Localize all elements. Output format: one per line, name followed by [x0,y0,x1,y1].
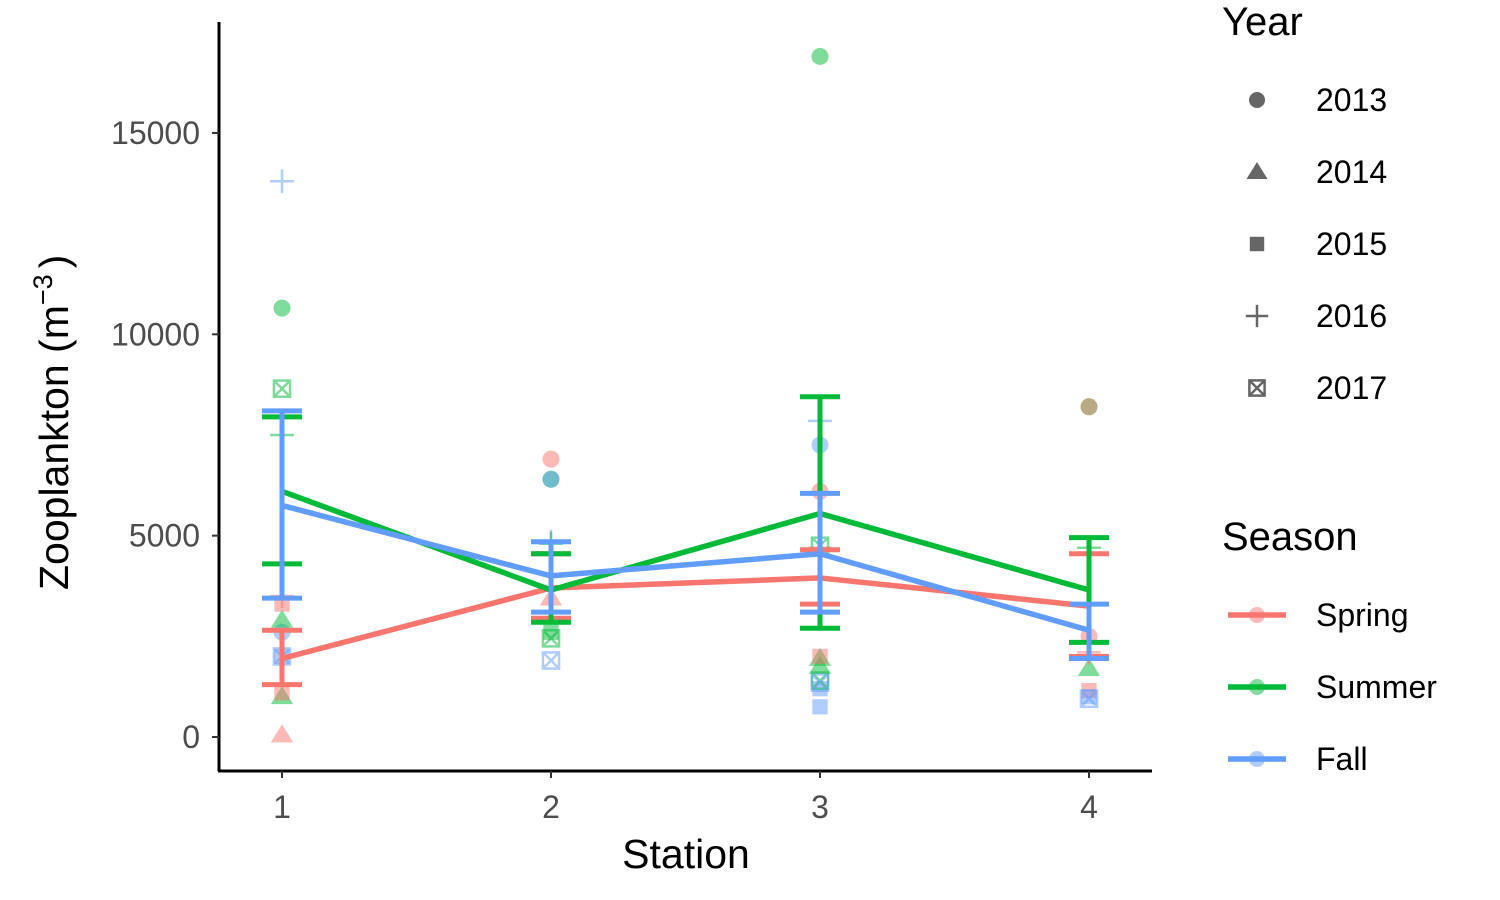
point-spring-2013-station-2-3 [542,450,560,468]
year-legend-label-2016: 2016 [1316,298,1387,334]
year-legend-label-2013: 2013 [1316,82,1387,118]
point-summer-2014-station-1-12 [270,609,294,628]
point-fall-2017-station-3-42 [810,673,830,692]
year-legend-key-2014 [1246,162,1268,179]
season-legend-label-summer: Summer [1316,669,1437,705]
y-tick-label-0: 0 [182,719,200,755]
season-legend-point-summer [1249,679,1265,695]
x-axis-title: Station [622,831,750,877]
year-legend-label-2014: 2014 [1316,154,1387,190]
point-spring-2015-station-3-22 [812,648,828,665]
y-ticks: 0 5000 10000 15000 [111,115,219,755]
year-legend-item-2015: 2015 [1249,226,1387,262]
point-fall-2015-station-3-23 [812,699,828,715]
point-fall-2013-station-2-5 [542,470,560,488]
year-legend-key-2015 [1249,236,1265,252]
point-summer-2014-station-3-16 [808,655,832,674]
point-fall-2016-station-1-27 [270,169,294,194]
year-legend-label-2017: 2017 [1316,370,1387,406]
mean-line-spring [281,575,1090,662]
season-legend-title: Season [1222,515,1358,559]
year-legend-key-2016 [1245,304,1269,328]
year-legend-item-2017: 2017 [1248,370,1387,406]
plot-area [262,47,1109,743]
y-axis-title-superscript: −3 [28,274,58,305]
x-tick-label-2: 2 [542,789,560,825]
point-fall-2017-station-4-43 [1079,689,1099,709]
point-spring-2015-station-1-19 [274,685,290,701]
mean-line-fall [281,502,1090,633]
x-tick-label-1: 1 [273,789,291,825]
series-layer [262,394,1109,688]
x-tick-label-3: 3 [811,789,829,825]
mean-line-summer [281,488,1090,593]
year-legend-key-2013 [1249,92,1265,108]
errorbar-fall-station-4 [1069,601,1109,661]
point-summer-2017-station-1-36 [272,379,292,398]
y-tick-label-15000: 15000 [111,115,200,151]
year-legend-key-2017 [1248,379,1266,397]
point-spring-2014-station-1-11 [270,724,294,743]
season-legend-item-spring: Spring [1228,597,1409,633]
year-legend: Year 2013 2014 2015 2016 2017 [1222,0,1387,406]
point-fall-2015-station-4-26 [1081,689,1097,705]
year-legend-title: Year [1222,0,1303,44]
point-summer-2013-station-3-1 [811,47,829,65]
point-summer-2017-station-2-39 [541,629,561,648]
point-summer-2014-station-4-17 [1077,657,1101,676]
year-legend-item-2014: 2014 [1246,154,1387,190]
errorbar-fall-station-1 [262,408,302,601]
y-axis-title: Zooplankton (m−3) [28,255,77,590]
season-legend-label-fall: Fall [1316,741,1368,777]
year-legend-item-2016: 2016 [1245,298,1387,334]
x-ticks: 1 2 3 4 [273,771,1098,825]
raw-points-layer [270,47,1101,743]
series-fall [262,408,1109,661]
x-tick-label-4: 4 [1080,789,1098,825]
y-axis-title-close: ) [31,255,77,269]
season-legend-point-fall [1249,751,1265,767]
year-legend-label-2015: 2015 [1316,226,1387,262]
y-tick-label-5000: 5000 [129,518,200,554]
point-summer-2013-station-1-0 [273,299,291,317]
point-spring-2013-station-4-8 [1080,398,1098,416]
season-legend: Season Spring Summer Fall [1222,515,1437,777]
season-legend-item-summer: Summer [1228,669,1437,705]
season-legend-point-spring [1249,607,1265,623]
series-summer [262,394,1109,645]
series-spring [262,547,1109,688]
year-legend-item-2013: 2013 [1249,82,1387,118]
point-fall-2017-station-2-38 [541,651,561,670]
season-legend-item-fall: Fall [1228,741,1368,777]
y-axis-title-main: Zooplankton (m [31,305,77,590]
y-tick-label-10000: 10000 [111,316,200,352]
season-legend-label-spring: Spring [1316,597,1409,633]
